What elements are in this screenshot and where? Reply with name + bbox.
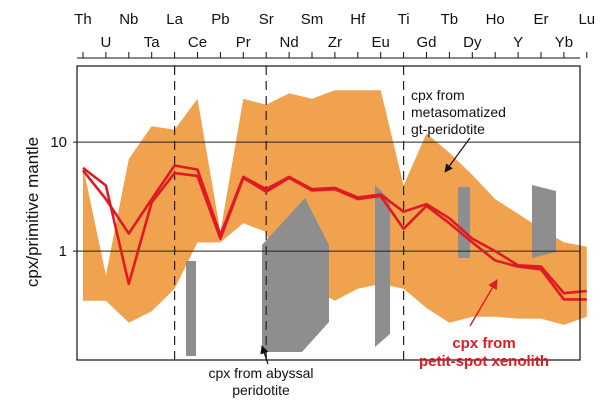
annotation-3-line-2: petit-spot xenolith bbox=[419, 353, 549, 370]
element-label-tb: Tb bbox=[441, 11, 459, 28]
element-label-ti: Ti bbox=[398, 11, 410, 28]
field-cpx-from-metasomatized-gt-peridotite-0 bbox=[83, 90, 587, 325]
element-label-y: Y bbox=[513, 34, 523, 51]
arrow-petit-spot bbox=[469, 279, 498, 327]
element-label-pb: Pb bbox=[211, 11, 229, 28]
element-label-la: La bbox=[166, 11, 183, 28]
annotation-3-line-1: cpx from bbox=[452, 335, 515, 352]
gray-field-layer bbox=[186, 185, 556, 356]
element-label-yb: Yb bbox=[555, 34, 573, 51]
abyssal-peridotite-field-1 bbox=[186, 261, 196, 356]
element-label-pr: Pr bbox=[236, 34, 251, 51]
series-line-2 bbox=[81, 164, 587, 295]
annotation-2-line-1: cpx from abyssal bbox=[208, 365, 313, 381]
element-label-gd: Gd bbox=[416, 34, 436, 51]
element-label-sm: Sm bbox=[301, 11, 324, 28]
annotation-1-line-1: cpx from bbox=[411, 87, 465, 103]
y-tick-label-1: 1 bbox=[59, 243, 67, 260]
element-label-eu: Eu bbox=[372, 34, 390, 51]
element-label-er: Er bbox=[534, 11, 549, 28]
annotation-1-line-2: metasomatized bbox=[411, 104, 506, 120]
element-label-nb: Nb bbox=[119, 11, 138, 28]
annotation-1-line-3: gt-peridotite bbox=[411, 121, 485, 137]
element-label-th: Th bbox=[74, 11, 92, 28]
orange-field-layer bbox=[83, 90, 587, 325]
arrow-abyssal bbox=[260, 345, 269, 365]
element-label-nd: Nd bbox=[280, 34, 299, 51]
element-label-u: U bbox=[100, 34, 111, 51]
series-layer bbox=[81, 164, 587, 301]
element-label-ta: Ta bbox=[144, 34, 161, 51]
element-label-dy: Dy bbox=[463, 34, 482, 51]
y-tick-label-10: 10 bbox=[50, 134, 67, 151]
element-label-ce: Ce bbox=[188, 34, 207, 51]
abyssal-peridotite-field-3 bbox=[375, 185, 390, 347]
annotation-2-line-2: peridotite bbox=[232, 382, 290, 398]
element-label-hf: Hf bbox=[350, 11, 366, 28]
abyssal-peridotite-field-5 bbox=[532, 185, 556, 258]
element-label-sr: Sr bbox=[259, 11, 274, 28]
y-axis-label: cpx/primitive mantle bbox=[23, 137, 42, 287]
element-label-ho: Ho bbox=[486, 11, 505, 28]
plot-frame bbox=[76, 65, 581, 361]
abyssal-peridotite-field-2 bbox=[262, 198, 329, 352]
element-label-lu: Lu bbox=[578, 11, 595, 28]
axes-layer: 1 10 bbox=[50, 52, 588, 361]
element-label-zr: Zr bbox=[328, 34, 342, 51]
arrow-metasomatized bbox=[444, 137, 471, 173]
abyssal-peridotite-field-4 bbox=[458, 187, 470, 258]
